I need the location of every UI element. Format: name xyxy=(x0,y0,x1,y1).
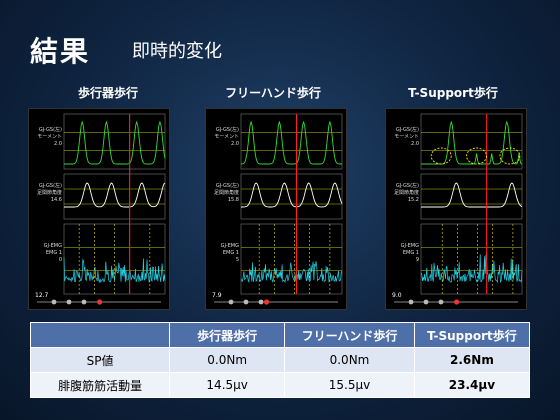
channel-frame xyxy=(63,113,166,170)
highlight-circle xyxy=(430,147,452,165)
panel-title-tsupport: T-Support歩行 xyxy=(408,86,498,100)
emg-trace xyxy=(240,261,343,284)
scrub-dot xyxy=(66,299,72,305)
graph-walker: GJ-GS(左)モーメント2.0GJ-GS(左)足関節角度14.6GJ-EMGE… xyxy=(35,113,166,305)
slide-subtitle: 即時的変化 xyxy=(132,41,222,62)
graph-panel-walker: GJ-GS(左) モーメント 2.0 GJ-GS(左) 足関節角度 14.6 GJ-EMG E… xyxy=(28,108,170,310)
channel-label: 2.0 xyxy=(54,141,62,147)
slide-title: 結果 xyxy=(30,35,91,68)
row-label: SP値 xyxy=(29,347,171,373)
channel-label: 足関節角度 xyxy=(37,189,62,196)
table-cell: 0.0Nm xyxy=(284,347,415,373)
channel-label: EMG 1 xyxy=(223,250,239,256)
channel-frame xyxy=(240,173,343,220)
highlight-circle xyxy=(499,147,521,165)
scrub-dot xyxy=(228,299,234,305)
angle-trace xyxy=(241,182,343,208)
table-row: 腓腹筋筋活動量 14.5μv 15.5μv 23.4μv xyxy=(29,372,531,398)
scrub-dot xyxy=(51,299,57,305)
row-label: 腓腹筋筋活動量 xyxy=(29,372,171,398)
channel-frame xyxy=(240,113,343,170)
channel-label: GJ-EMG xyxy=(221,243,239,249)
moment-trace xyxy=(64,120,166,165)
channel-label: GJ-GS(左) xyxy=(396,182,419,189)
highlight-circle xyxy=(466,147,488,165)
scrub-dot xyxy=(81,299,87,305)
panel-title-freehand: フリーハンド歩行 xyxy=(225,86,321,100)
scrub-handle xyxy=(263,299,270,305)
channel-frame xyxy=(420,173,523,220)
channel-label: GJ-GS(左) xyxy=(216,126,239,133)
table-header-cell: T-Support歩行 xyxy=(413,322,531,348)
channel-label: 2.0 xyxy=(411,141,419,147)
channel-frame xyxy=(63,173,166,220)
angle-trace xyxy=(64,182,166,208)
channel-label: 2.0 xyxy=(231,141,239,147)
channel-label: GJ-GS(左) xyxy=(396,126,419,133)
scrub-dot xyxy=(408,299,414,305)
channel-label: 14.6 xyxy=(51,197,62,203)
angle-trace xyxy=(421,182,523,208)
emg-trace xyxy=(420,254,523,284)
channel-label: GJ-GS(左) xyxy=(216,182,239,189)
scrub-handle xyxy=(97,299,103,305)
channel-label: 15.2 xyxy=(408,197,419,203)
table-header-cell: フリーハンド歩行 xyxy=(284,322,415,348)
graph-tsupport: GJ-GS(左)モーメント2.0GJ-GS(左)足関節角度15.2GJ-EMGE… xyxy=(392,113,523,305)
table-header-row: 歩行器歩行 フリーハンド歩行 T-Support歩行 xyxy=(29,322,531,348)
channel-label: EMG 1 xyxy=(46,250,62,256)
channel-frame xyxy=(63,223,166,295)
time-readout: 7.9 xyxy=(212,292,222,299)
channel-label: GJ-GS(左) xyxy=(39,126,62,133)
table-header-cell xyxy=(29,322,171,348)
channel-label: 足関節角度 xyxy=(394,189,419,196)
channel-label: モーメント xyxy=(394,134,419,140)
channel-label: モーメント xyxy=(37,134,62,140)
channel-frame xyxy=(420,223,523,295)
channel-label: GJ-EMG xyxy=(401,243,419,249)
channel-label: EMG 1 xyxy=(403,250,419,256)
time-readout: 12.7 xyxy=(35,292,49,299)
scrub-handle xyxy=(454,299,460,305)
panel-title-walker: 歩行器歩行 xyxy=(77,86,138,100)
channel-label: GJ-GS(左) xyxy=(39,182,62,189)
channel-label: 15.8 xyxy=(228,197,239,203)
channel-label: 9 xyxy=(416,257,419,263)
scrub-dot xyxy=(423,299,429,305)
table-cell: 14.5μv xyxy=(169,372,286,398)
channel-label: 足関節角度 xyxy=(214,189,239,196)
table-cell: 0.0Nm xyxy=(169,347,286,373)
table-cell-highlight: 2.6Nm xyxy=(413,347,531,373)
table-row: SP値 0.0Nm 0.0Nm 2.6Nm xyxy=(29,347,531,373)
channel-frame xyxy=(420,113,523,170)
graph-freehand: GJ-GS(左)モーメント2.0GJ-GS(左)足関節角度15.8GJ-EMGE… xyxy=(212,113,343,305)
moment-trace xyxy=(240,120,342,165)
results-table: 歩行器歩行 フリーハンド歩行 T-Support歩行 SP値 0.0Nm 0.0… xyxy=(29,322,531,398)
table-cell: 15.5μv xyxy=(284,372,415,398)
graph-panel-tsupport: GJ-GS(左) モーメント 2.0 GJ-GS(左) 足関節角度 15.2 GJ-EMG E… xyxy=(385,108,527,310)
table-cell-highlight: 23.4μv xyxy=(413,372,531,398)
scrub-dot xyxy=(438,299,444,305)
channel-label: GJ-EMG xyxy=(44,243,62,249)
channel-frame xyxy=(240,223,343,295)
table-header-cell: 歩行器歩行 xyxy=(169,322,286,348)
moment-trace xyxy=(421,120,523,165)
channel-label: 0 xyxy=(59,257,62,263)
time-readout: 9.0 xyxy=(392,292,402,299)
scrub-dot xyxy=(258,299,264,305)
channel-label: 5 xyxy=(236,257,239,263)
channel-label: モーメント xyxy=(214,134,239,140)
scrub-dot xyxy=(243,299,249,305)
graph-panel-freehand: GJ-GS(左) モーメント 2.0 GJ-GS(左) 足関節角度 15.8 GJ-EMG E… xyxy=(205,108,347,310)
